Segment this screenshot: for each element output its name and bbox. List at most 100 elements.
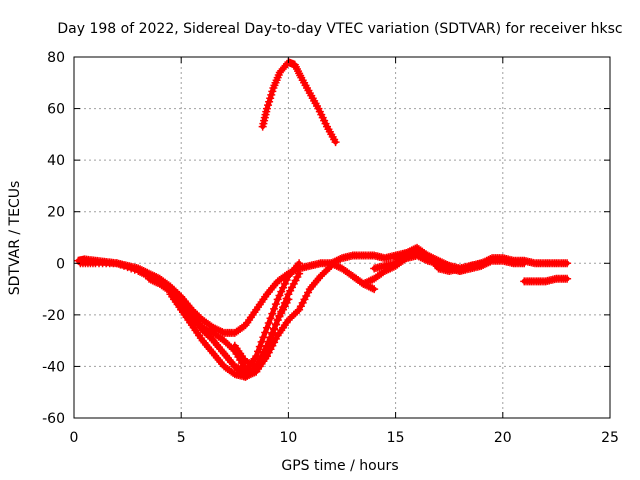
data-point	[230, 362, 239, 371]
data-point	[293, 307, 302, 316]
data-point	[420, 249, 429, 258]
data-series	[74, 58, 572, 381]
data-point	[264, 101, 273, 110]
data-point	[289, 279, 298, 288]
data-point	[145, 274, 154, 283]
data-point	[396, 251, 405, 260]
data-point	[259, 333, 268, 342]
x-tick-label: 5	[177, 430, 186, 446]
data-point	[295, 269, 304, 278]
data-point	[120, 261, 129, 270]
data-point	[202, 325, 211, 334]
data-point	[298, 298, 307, 307]
data-point	[130, 265, 139, 274]
data-point	[413, 246, 422, 255]
data-point	[366, 276, 375, 285]
x-tick-label: 25	[601, 430, 619, 446]
data-point	[423, 251, 432, 260]
x-tick-label: 15	[387, 430, 405, 446]
data-point	[205, 327, 214, 336]
data-point	[321, 267, 330, 276]
data-point	[295, 305, 304, 314]
data-point	[280, 302, 289, 311]
data-point	[421, 250, 430, 259]
data-point	[198, 323, 207, 332]
data-point	[270, 324, 279, 333]
data-point	[304, 288, 313, 297]
data-point	[330, 257, 339, 266]
data-point	[264, 337, 273, 346]
data-point	[207, 334, 216, 343]
data-point	[261, 353, 270, 362]
data-point	[216, 327, 225, 336]
data-point	[439, 259, 448, 268]
data-point	[271, 320, 280, 329]
data-point	[150, 277, 159, 286]
data-point	[134, 267, 143, 276]
data-point	[366, 283, 375, 292]
data-point	[254, 347, 263, 356]
data-point	[436, 257, 445, 266]
data-point	[266, 345, 275, 354]
data-point	[229, 368, 238, 377]
data-point	[479, 261, 488, 270]
data-point	[277, 287, 286, 296]
x-tick-label: 10	[279, 430, 297, 446]
data-point	[438, 258, 447, 267]
data-point	[141, 270, 150, 279]
data-point	[391, 254, 400, 263]
data-point	[257, 357, 266, 366]
data-point	[268, 309, 277, 318]
data-point	[455, 264, 464, 273]
data-point	[427, 253, 436, 262]
data-point	[220, 336, 229, 345]
y-tick-label: -60	[42, 411, 65, 427]
y-tick-label: 0	[56, 256, 65, 272]
data-point	[286, 314, 295, 323]
data-point	[257, 337, 266, 346]
data-point	[484, 258, 493, 267]
data-point	[291, 309, 300, 318]
data-point	[245, 369, 254, 378]
data-point	[268, 328, 277, 337]
series-arc-7	[258, 58, 340, 147]
data-point	[241, 372, 250, 381]
plot-frame	[73, 56, 611, 419]
data-point	[296, 302, 305, 311]
data-point	[139, 269, 148, 278]
y-axis-label: SDTVAR / TECUs	[7, 181, 23, 296]
y-tick-label: 80	[47, 50, 65, 66]
data-point	[266, 314, 275, 323]
data-point	[320, 268, 329, 277]
data-point	[520, 259, 529, 268]
data-point	[255, 358, 264, 367]
data-point	[416, 248, 425, 257]
data-point	[418, 248, 427, 257]
series-arc-6	[230, 261, 336, 371]
data-point	[318, 270, 327, 279]
data-point	[112, 259, 121, 268]
data-point	[486, 257, 495, 266]
data-point	[266, 333, 275, 342]
data-point	[291, 276, 300, 285]
data-point	[265, 97, 274, 106]
data-point	[152, 278, 161, 287]
data-point	[279, 305, 288, 314]
data-point	[239, 322, 248, 331]
data-point	[273, 316, 282, 325]
data-point	[280, 279, 289, 288]
data-point	[243, 358, 252, 367]
data-point	[262, 323, 271, 332]
chart-title: Day 198 of 2022, Sidereal Day-to-day VTE…	[57, 21, 622, 37]
y-tick-label: -20	[42, 308, 65, 324]
data-point	[264, 348, 273, 357]
data-point	[364, 277, 373, 286]
data-point	[223, 340, 232, 349]
data-point	[250, 361, 259, 370]
data-point	[361, 279, 370, 288]
data-point	[264, 319, 273, 328]
x-axis-label: GPS time / hours	[281, 458, 398, 474]
data-point	[295, 259, 304, 268]
data-point	[284, 316, 293, 325]
data-point	[563, 259, 572, 268]
